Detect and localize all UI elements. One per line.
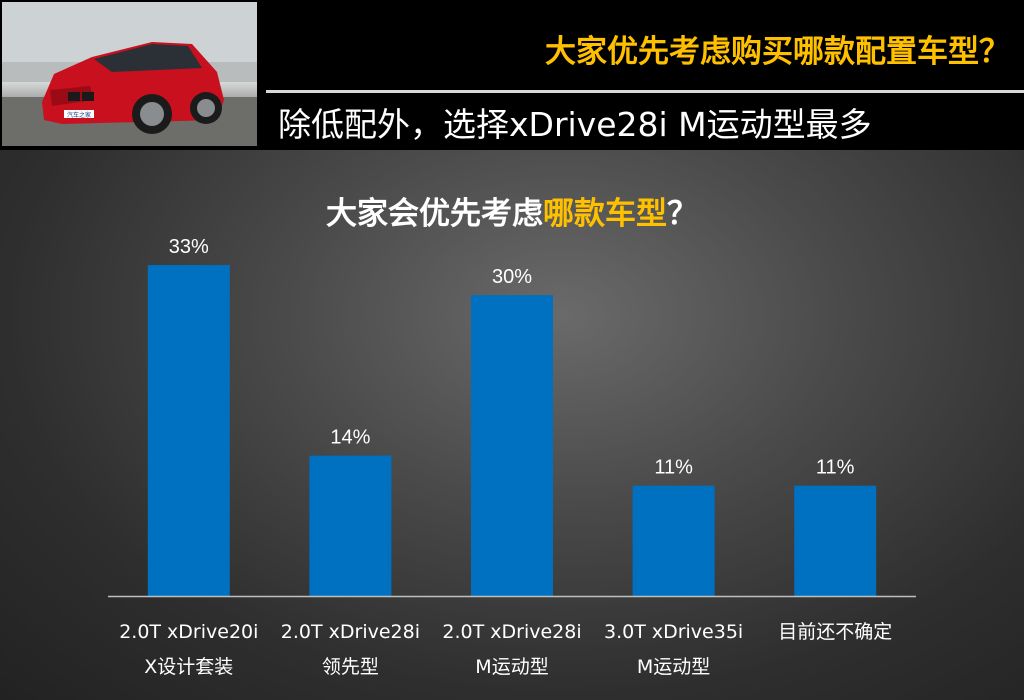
category-label-1-line-1: 2.0T xDrive20i bbox=[119, 621, 258, 643]
value-label-4: 11% bbox=[654, 457, 693, 479]
category-label-3-line-2: M运动型 bbox=[475, 656, 548, 678]
chart-area: 大家会优先考虑哪款车型？ 33% 2.0T xDrive20i X设计套装 14% 2.… bbox=[0, 150, 1024, 700]
category-label-4-line-1: 3.0T xDrive35i bbox=[604, 621, 743, 643]
bar-4 bbox=[632, 485, 715, 596]
value-label-2: 14% bbox=[330, 427, 370, 449]
header-divider bbox=[266, 90, 1024, 93]
car-photo: 汽车之家 bbox=[2, 2, 257, 146]
category-label-3-line-1: 2.0T xDrive28i bbox=[442, 621, 581, 643]
header-banner: 汽车之家 大家优先考虑购买哪款配置车型？ 除低配外，选择xDrive28i M运… bbox=[0, 0, 1024, 150]
bar-1 bbox=[147, 265, 230, 596]
chart-title-part: 大家会优先考虑 bbox=[326, 196, 543, 232]
bar-2 bbox=[309, 455, 392, 596]
bar-3 bbox=[471, 295, 553, 596]
photo-badge-text: 汽车之家 bbox=[67, 111, 91, 119]
chart-title: 大家会优先考虑哪款车型？ bbox=[0, 188, 1024, 232]
chart-title-highlight: 哪款车型 bbox=[543, 196, 667, 232]
category-label-5-line-1: 目前还不确定 bbox=[778, 621, 892, 643]
category-label-2-line-2: 领先型 bbox=[322, 656, 379, 678]
category-label-4-line-2: M运动型 bbox=[637, 656, 710, 678]
value-label-5: 11% bbox=[816, 457, 855, 479]
header-title: 大家优先考虑购买哪款配置车型？ bbox=[545, 34, 1010, 70]
car-illustration: 汽车之家 bbox=[2, 2, 257, 146]
value-label-3: 30% bbox=[492, 266, 532, 288]
category-label-1-line-2: X设计套装 bbox=[144, 656, 233, 678]
bar-5 bbox=[794, 485, 877, 596]
category-label-2-line-1: 2.0T xDrive28i bbox=[281, 621, 420, 643]
header-subtitle: 除低配外，选择xDrive28i M运动型最多 bbox=[278, 105, 872, 144]
value-label-1: 33% bbox=[169, 236, 209, 258]
bar-chart: 33% 2.0T xDrive20i X设计套装 14% 2.0T xDrive28i 领… bbox=[108, 236, 916, 678]
chart-title-suffix: ？ bbox=[667, 196, 698, 232]
